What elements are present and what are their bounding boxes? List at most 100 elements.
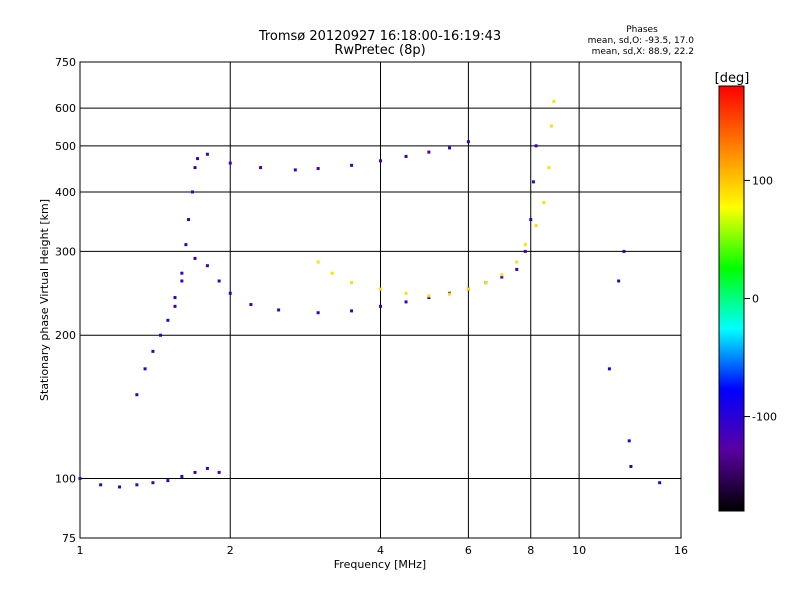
x-tick-label: 16 [674,544,688,557]
data-point [549,124,553,128]
data-point [404,291,408,295]
data-point [159,333,163,337]
x-axis-label: Frequency [MHz] [334,558,426,571]
data-point [316,167,320,171]
data-point [379,159,382,163]
x-tick-label: 2 [227,544,234,557]
data-point [99,483,103,487]
y-tick-label: 500 [55,140,76,153]
data-points [78,99,662,489]
data-point [173,296,177,300]
chart-subtitle: RwPretec (8p) [334,43,425,58]
data-point [180,271,184,275]
data-point [500,275,504,279]
y-tick-label: 200 [55,329,76,342]
colorbar [718,85,745,512]
data-point [379,287,382,291]
colorbar-tick-label: 0 [752,293,759,306]
data-point [151,349,155,353]
data-point [205,152,209,156]
data-point [350,309,354,313]
x-tick-label: 4 [377,544,384,557]
data-point [542,201,546,205]
y-tick-label: 600 [55,102,76,115]
data-point [173,304,177,308]
x-tick-label: 6 [465,544,472,557]
data-point [316,260,320,264]
data-point [166,318,170,322]
data-point [217,470,221,474]
data-point [193,166,197,170]
data-point [135,393,139,397]
data-point [531,180,535,184]
data-point [259,166,263,170]
data-point [552,99,556,103]
data-point [316,311,320,315]
data-point [466,287,470,291]
data-point [427,296,431,300]
data-point [448,292,452,296]
y-tick-label: 300 [55,245,76,258]
data-point [228,161,232,165]
x-tick-labels: 1 2 4 6 8 10 16 [77,544,689,557]
data-point [622,249,626,253]
data-point [190,190,194,194]
colorbar-tick-label: -100 [752,411,777,424]
x-tick-label: 1 [77,544,84,557]
data-point [196,157,200,161]
data-point [534,224,538,228]
data-point [277,308,281,312]
data-point [143,367,147,371]
grid [80,62,681,538]
data-point [627,439,631,443]
data-point [78,477,82,481]
data-point [166,479,170,483]
data-point [529,218,533,222]
x-tick-label: 10 [572,544,586,557]
data-point [187,218,191,222]
y-tick-label: 100 [55,473,76,486]
data-point [427,294,431,298]
data-point [617,279,621,283]
stats-title: Phases [626,25,658,35]
data-point [500,273,504,277]
data-point [515,267,519,271]
data-point [205,466,209,470]
colorbar-tick-label: 100 [752,174,773,187]
data-point [193,256,197,260]
data-point [658,481,662,485]
data-point [629,464,633,468]
stats-x: mean, sd,X: 88.9, 22.2 [592,47,694,57]
stats-o: mean, sd,O: -93.5, 17.0 [588,36,695,46]
data-point [180,279,184,283]
data-point [534,144,538,148]
data-point [217,279,221,283]
data-point [184,243,188,247]
y-tick-labels: 75 100 200 300 400 500 600 750 [55,56,76,545]
data-point [118,485,122,489]
colorbar-label: [deg] [715,71,750,86]
data-point [379,304,382,308]
data-point [249,303,253,307]
data-point [350,281,354,285]
data-point [180,474,184,478]
y-tick-label: 750 [55,56,76,69]
data-point [547,166,551,170]
data-point [135,483,139,487]
data-point [484,281,488,285]
data-point [293,168,297,172]
data-point [350,163,354,167]
data-point [466,140,470,144]
data-point [607,367,611,371]
data-point [523,249,527,253]
data-point [228,291,232,295]
y-tick-label: 400 [55,186,76,199]
y-axis-label: Stationary phase Virtual Height [km] [38,199,51,401]
data-point [404,154,408,158]
data-point [515,260,519,264]
data-point [330,271,334,275]
data-point [448,146,452,150]
colorbar-ticks: 100 0 -100 [744,174,777,424]
chart-title: Tromsø 20120927 16:18:00-16:19:43 [258,29,501,44]
